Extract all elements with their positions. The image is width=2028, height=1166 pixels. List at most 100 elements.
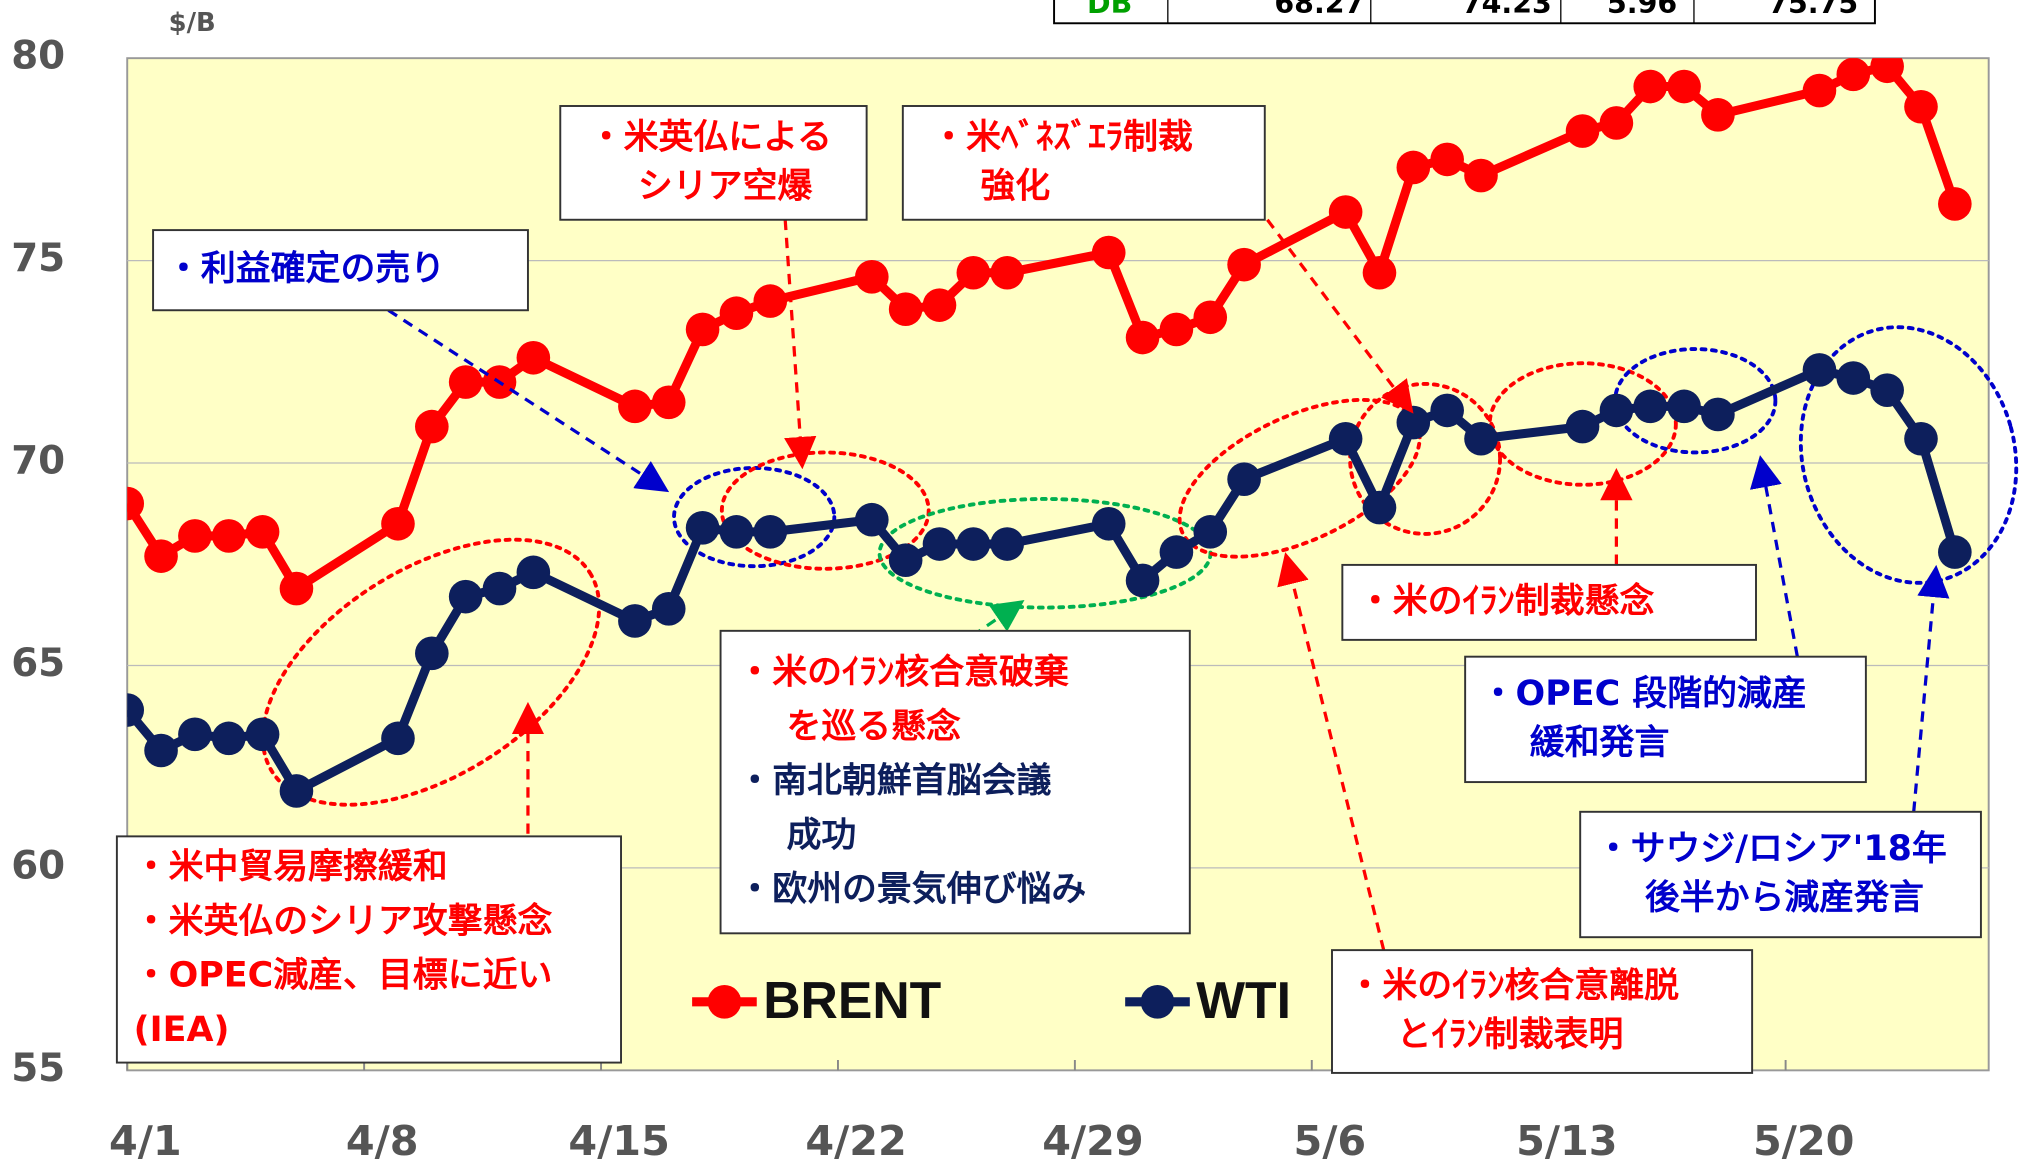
annotation-box — [1579, 810, 1982, 939]
y-tick-label: 70 — [11, 439, 65, 484]
data-point — [1227, 247, 1261, 282]
annotation-text: ・米中貿易摩擦緩和 — [134, 847, 448, 887]
x-tick-label: 4/29 — [1042, 1117, 1143, 1165]
annotation-text: シリア空爆 — [638, 166, 814, 206]
table-cell: 68.27 — [1274, 0, 1364, 20]
y-tick-label: 55 — [11, 1046, 65, 1091]
data-point — [1938, 187, 1972, 221]
annotation-text: ・米のｲﾗﾝ核合意破棄 — [737, 652, 1069, 692]
data-point — [1802, 73, 1837, 108]
annotation-text: ・米ﾍﾞﾈｽﾞｴﾗ制裁 — [931, 117, 1193, 157]
data-point — [381, 506, 415, 541]
data-point — [1396, 150, 1431, 185]
data-point — [1938, 535, 1972, 569]
data-point — [753, 284, 788, 318]
data-point — [719, 296, 754, 331]
data-point — [415, 409, 449, 444]
table: DB 68.27 74.23 5.96 75.75 — [1053, 0, 1876, 25]
data-point — [144, 733, 178, 768]
annotation-box — [1341, 563, 1757, 641]
x-tick-label: 4/1 — [109, 1117, 182, 1165]
annotation-text: ・OPEC 段階的減産 — [1481, 673, 1807, 714]
annotation-text: (IEA) — [134, 1010, 230, 1050]
data-point — [1667, 389, 1701, 424]
data-point — [888, 292, 923, 326]
highlight-ellipse — [1348, 381, 1502, 536]
data-point — [1565, 409, 1600, 444]
table-cell: 74.23 — [1462, 0, 1552, 20]
annotation-text: ・利益確定の売り — [166, 249, 445, 289]
data-point — [651, 385, 686, 420]
data-point — [482, 571, 517, 606]
legend-marker — [1140, 985, 1175, 1019]
data-point — [1159, 312, 1194, 347]
data-point — [211, 721, 246, 756]
data-point — [1701, 397, 1735, 432]
data-point — [855, 259, 889, 294]
data-point — [922, 527, 957, 561]
y-tick-label: 75 — [11, 236, 65, 281]
data-point — [127, 693, 145, 727]
data-point — [1091, 235, 1126, 270]
table-row — [1053, 0, 1876, 25]
annotation-text: ・米英仏のシリア攻撃懸念 — [134, 900, 553, 941]
data-point — [1633, 69, 1668, 104]
annotation-box — [115, 835, 622, 1064]
table-cell: 75.75 — [1768, 0, 1858, 20]
arrow — [1266, 218, 1414, 414]
data-point — [1464, 421, 1498, 456]
data-point — [279, 571, 314, 606]
annotation-text: ・OPEC減産、目標に近い — [134, 956, 553, 996]
annotation-text: 成功 — [786, 815, 856, 855]
data-point — [1091, 506, 1126, 541]
annotation-text: ・南北朝鮮首脳会議 — [737, 761, 1051, 801]
data-point — [990, 255, 1024, 290]
data-point — [144, 539, 178, 573]
data-point — [1227, 462, 1261, 497]
data-point — [618, 389, 652, 424]
data-point — [245, 717, 280, 752]
data-point — [753, 515, 788, 549]
legend: BRENT WTI — [692, 971, 1291, 1029]
data-point — [1565, 114, 1600, 148]
data-point — [956, 527, 991, 561]
data-point — [448, 365, 483, 399]
data-point — [1870, 373, 1904, 407]
annotation-text: を巡る懸念 — [786, 706, 961, 747]
data-point — [651, 591, 686, 626]
table-cell: DB — [1087, 0, 1132, 20]
annotation-box — [901, 105, 1266, 221]
data-point — [1362, 490, 1397, 525]
y-tick-label: 80 — [11, 34, 65, 79]
annotation-box — [719, 629, 1191, 935]
data-point — [1904, 421, 1938, 456]
annotation-text: ・米のｲﾗﾝ核合意離脱 — [1348, 966, 1680, 1006]
series-layer — [127, 58, 1972, 808]
unit-label: $/B — [169, 8, 216, 38]
legend-label: WTI — [1196, 971, 1291, 1029]
data-point — [618, 604, 652, 638]
data-point — [719, 515, 754, 549]
data-point — [1193, 300, 1228, 335]
data-point — [516, 340, 551, 375]
annotation-text: ・米のｲﾗﾝ制裁懸念 — [1358, 580, 1655, 621]
data-point — [990, 527, 1024, 561]
data-point — [1328, 421, 1363, 456]
data-point — [1836, 361, 1871, 395]
annotation-box — [559, 105, 868, 221]
data-point — [381, 721, 415, 756]
data-point — [1464, 158, 1498, 193]
y-tick-label: 65 — [11, 641, 65, 686]
annotation-box — [1331, 949, 1754, 1074]
data-point — [1396, 405, 1431, 440]
x-tick-label: 4/8 — [346, 1117, 419, 1165]
data-point — [1904, 89, 1938, 124]
annotation-box — [1464, 655, 1867, 784]
data-point — [1599, 393, 1634, 428]
data-point — [245, 515, 280, 549]
data-point — [516, 555, 551, 590]
data-point — [685, 511, 720, 545]
x-tick-label: 5/20 — [1753, 1117, 1854, 1165]
